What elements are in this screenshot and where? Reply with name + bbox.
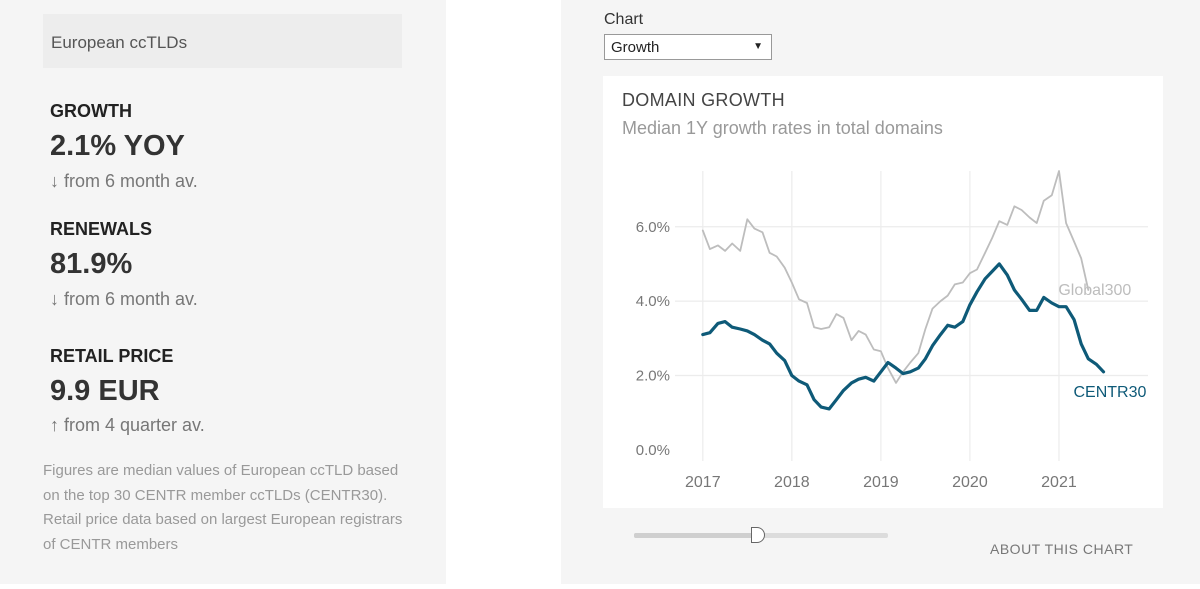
x-tick-label: 2018 bbox=[774, 474, 810, 491]
series-label-global300: Global300 bbox=[1058, 282, 1131, 299]
x-tick-label: 2017 bbox=[685, 474, 721, 491]
date-slider-handle[interactable] bbox=[751, 527, 766, 543]
chart-select-label: Chart bbox=[604, 11, 644, 28]
y-tick-label: 4.0% bbox=[636, 293, 670, 310]
about-chart-link[interactable]: ABOUT THIS CHART bbox=[990, 541, 1134, 557]
renewals-label: RENEWALS bbox=[50, 219, 153, 239]
series-label-centr30: CENTR30 bbox=[1073, 384, 1146, 401]
region-label: European ccTLDs bbox=[51, 33, 188, 52]
chart-title: DOMAIN GROWTH bbox=[622, 90, 785, 110]
chart-subtitle: Median 1Y growth rates in total domains bbox=[622, 118, 943, 138]
y-tick-label: 0.0% bbox=[636, 442, 670, 459]
x-tick-label: 2019 bbox=[863, 474, 899, 491]
chart-select[interactable]: Growth ▼ bbox=[604, 34, 772, 60]
region-filter[interactable]: European ccTLDs bbox=[43, 14, 402, 68]
y-tick-label: 2.0% bbox=[636, 367, 670, 384]
retail-price-trend: ↑ from 4 quarter av. bbox=[50, 415, 205, 435]
summary-panel: European ccTLDs bbox=[0, 0, 446, 584]
growth-label: GROWTH bbox=[50, 101, 132, 121]
retail-price-label: RETAIL PRICE bbox=[50, 346, 174, 366]
x-tick-label: 2021 bbox=[1041, 474, 1077, 491]
growth-trend: ↓ from 6 month av. bbox=[50, 171, 198, 191]
chart-select-value: Growth bbox=[611, 39, 660, 56]
series-line-global300 bbox=[701, 170, 1090, 384]
chart-card: DOMAIN GROWTH Median 1Y growth rates in … bbox=[603, 76, 1163, 508]
line-chart: 0.0% 2.0% 4.0% 6.0% 2017 2018 2019 2020 2021 Glob… bbox=[636, 170, 1148, 491]
series-line-centr30 bbox=[701, 262, 1106, 411]
chevron-down-icon: ▼ bbox=[753, 41, 763, 52]
y-tick-label: 6.0% bbox=[636, 219, 670, 236]
growth-value: 2.1% YOY bbox=[50, 130, 185, 162]
renewals-trend: ↓ from 6 month av. bbox=[50, 289, 198, 309]
footnote: Figures are median values of European cc… bbox=[43, 462, 403, 553]
renewals-value: 81.9% bbox=[50, 248, 133, 280]
x-tick-label: 2020 bbox=[952, 474, 988, 491]
retail-price-value: 9.9 EUR bbox=[50, 375, 160, 407]
date-slider-fill bbox=[634, 533, 759, 538]
